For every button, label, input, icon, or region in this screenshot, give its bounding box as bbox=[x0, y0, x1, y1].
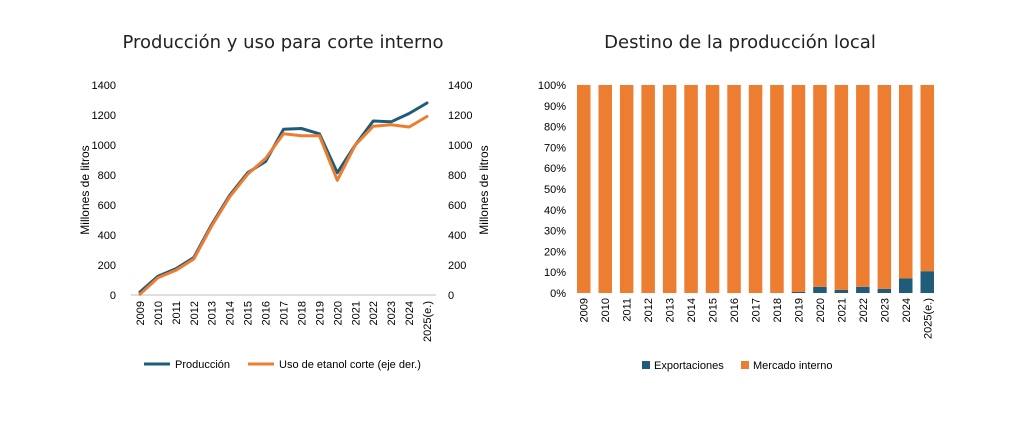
bar-mercado-interno bbox=[770, 85, 784, 293]
y-tick-left: 1000 bbox=[92, 140, 116, 152]
y-tick-left: 400 bbox=[98, 230, 116, 242]
x-tick: 2025(e.) bbox=[422, 301, 434, 342]
x-tick: 2023 bbox=[879, 298, 891, 322]
x-tick: 2022 bbox=[858, 298, 870, 322]
legend-label-produccion: Producción bbox=[175, 359, 230, 371]
x-tick: 2022 bbox=[368, 301, 380, 325]
y-tick-right: 800 bbox=[448, 170, 466, 182]
bar-exportaciones bbox=[920, 271, 934, 293]
y-tick-right: 1000 bbox=[448, 140, 472, 152]
y-tick-left: 600 bbox=[98, 200, 116, 212]
y-tick-right: 400 bbox=[448, 230, 466, 242]
bar-mercado-interno bbox=[920, 85, 934, 272]
chart-title-destino: Destino de la producción local bbox=[604, 32, 876, 53]
bar-mercado-interno bbox=[705, 85, 720, 293]
bar-mercado-interno bbox=[748, 85, 763, 293]
series-line-uso-etanol bbox=[138, 115, 429, 296]
x-tick: 2009 bbox=[135, 301, 147, 325]
x-tick: 2015 bbox=[243, 301, 255, 325]
y-tick-percent: 10% bbox=[544, 267, 566, 279]
y-tick-right: 600 bbox=[448, 200, 466, 212]
x-tick: 2024 bbox=[404, 301, 416, 325]
series-line-produccion bbox=[138, 101, 429, 294]
y-tick-percent: 90% bbox=[544, 101, 566, 113]
x-tick: 2010 bbox=[600, 298, 612, 322]
y-tick-percent: 100% bbox=[538, 80, 566, 92]
bar-exportaciones bbox=[813, 286, 827, 293]
legend-label-exportaciones: Exportaciones bbox=[654, 360, 724, 372]
bar-mercado-interno bbox=[834, 85, 849, 290]
y-tick-percent: 50% bbox=[544, 184, 566, 196]
y-tick-percent: 0% bbox=[550, 288, 566, 300]
x-tick: 2024 bbox=[901, 298, 913, 322]
x-tick: 2025(e.) bbox=[922, 298, 934, 339]
y-tick-left: 200 bbox=[98, 260, 116, 272]
y-tick-percent: 30% bbox=[544, 226, 566, 238]
x-tick: 2013 bbox=[665, 298, 677, 322]
y-tick-percent: 70% bbox=[544, 142, 566, 154]
x-tick: 2018 bbox=[772, 298, 784, 322]
y-tick-left: 0 bbox=[110, 290, 116, 302]
legend-swatch-exportaciones bbox=[642, 361, 650, 369]
x-tick: 2016 bbox=[729, 298, 741, 322]
bar-mercado-interno bbox=[598, 85, 612, 293]
x-tick: 2009 bbox=[579, 298, 591, 322]
y-tick-percent: 40% bbox=[544, 205, 566, 217]
y-tick-right: 1200 bbox=[448, 110, 472, 122]
y-axis-label-right: Millones de litros bbox=[477, 145, 491, 234]
bar-mercado-interno bbox=[727, 85, 741, 293]
x-tick: 2014 bbox=[686, 298, 698, 322]
x-tick: 2020 bbox=[332, 301, 344, 325]
x-tick: 2012 bbox=[189, 301, 201, 325]
bar-exportaciones bbox=[834, 289, 849, 293]
x-tick: 2019 bbox=[793, 298, 805, 322]
chart-title-production: Producción y uso para corte interno bbox=[122, 32, 443, 53]
x-tick: 2019 bbox=[314, 301, 326, 325]
y-tick-percent: 80% bbox=[544, 122, 566, 134]
bar-mercado-interno bbox=[856, 85, 870, 287]
x-tick: 2023 bbox=[386, 301, 398, 325]
legend-swatch-mercado-interno bbox=[741, 361, 749, 369]
x-tick: 2016 bbox=[261, 301, 273, 325]
x-tick: 2012 bbox=[643, 298, 655, 322]
bar-exportaciones bbox=[791, 292, 806, 293]
x-tick: 2013 bbox=[207, 301, 219, 325]
x-tick: 2021 bbox=[836, 298, 848, 322]
bar-mercado-interno bbox=[619, 85, 634, 293]
bar-mercado-interno bbox=[641, 85, 655, 293]
y-tick-right: 0 bbox=[448, 290, 454, 302]
x-tick: 2011 bbox=[171, 301, 183, 325]
legend-label-mercado-interno: Mercado interno bbox=[753, 360, 833, 372]
x-tick: 2017 bbox=[751, 298, 763, 322]
bar-mercado-interno bbox=[577, 85, 591, 293]
y-tick-right: 1400 bbox=[448, 80, 472, 92]
y-tick-left: 1200 bbox=[92, 110, 116, 122]
bar-mercado-interno bbox=[813, 85, 827, 287]
bar-exportaciones bbox=[856, 286, 870, 293]
x-tick: 2021 bbox=[350, 301, 362, 325]
x-tick: 2014 bbox=[225, 301, 237, 325]
y-tick-left: 1400 bbox=[92, 80, 116, 92]
bar-mercado-interno bbox=[662, 85, 677, 293]
bar-exportaciones bbox=[899, 278, 913, 293]
bar-mercado-interno bbox=[899, 85, 913, 279]
y-axis-label-left: Millones de litros bbox=[78, 145, 92, 234]
x-tick: 2020 bbox=[815, 298, 827, 322]
x-tick: 2018 bbox=[296, 301, 308, 325]
bar-exportaciones bbox=[877, 288, 892, 293]
y-tick-percent: 60% bbox=[544, 163, 566, 175]
legend-label-uso-etanol: Uso de etanol corte (eje der.) bbox=[279, 359, 421, 371]
y-tick-right: 200 bbox=[448, 260, 466, 272]
bar-mercado-interno bbox=[791, 85, 806, 292]
y-tick-percent: 20% bbox=[544, 246, 566, 258]
x-tick: 2010 bbox=[153, 301, 165, 325]
x-tick: 2017 bbox=[279, 301, 291, 325]
x-tick: 2011 bbox=[622, 298, 634, 322]
bar-mercado-interno bbox=[877, 85, 892, 289]
y-tick-left: 800 bbox=[98, 170, 116, 182]
x-tick: 2015 bbox=[708, 298, 720, 322]
bar-mercado-interno bbox=[684, 85, 698, 293]
